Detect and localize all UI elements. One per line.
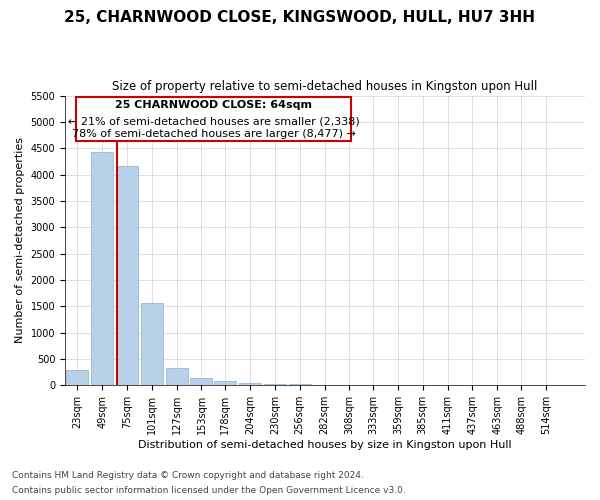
Text: Contains public sector information licensed under the Open Government Licence v3: Contains public sector information licen… [12,486,406,495]
Title: Size of property relative to semi-detached houses in Kingston upon Hull: Size of property relative to semi-detach… [112,80,538,93]
Bar [214,382,236,386]
Bar [166,368,188,386]
Text: 25, CHARNWOOD CLOSE, KINGSWOOD, HULL, HU7 3HH: 25, CHARNWOOD CLOSE, KINGSWOOD, HULL, HU… [65,10,536,25]
Bar [239,382,261,386]
Text: 78% of semi-detached houses are larger (8,477) →: 78% of semi-detached houses are larger (… [72,128,356,138]
Bar [141,304,163,386]
FancyBboxPatch shape [76,96,351,141]
X-axis label: Distribution of semi-detached houses by size in Kingston upon Hull: Distribution of semi-detached houses by … [138,440,512,450]
Bar [190,378,212,386]
Text: ← 21% of semi-detached houses are smaller (2,338): ← 21% of semi-detached houses are smalle… [68,116,360,126]
Text: 25 CHARNWOOD CLOSE: 64sqm: 25 CHARNWOOD CLOSE: 64sqm [115,100,313,110]
Bar [264,384,286,386]
Bar [91,152,113,386]
Text: Contains HM Land Registry data © Crown copyright and database right 2024.: Contains HM Land Registry data © Crown c… [12,471,364,480]
Y-axis label: Number of semi-detached properties: Number of semi-detached properties [15,138,25,344]
Bar [67,370,88,386]
Bar [116,166,138,386]
Bar [289,384,311,386]
